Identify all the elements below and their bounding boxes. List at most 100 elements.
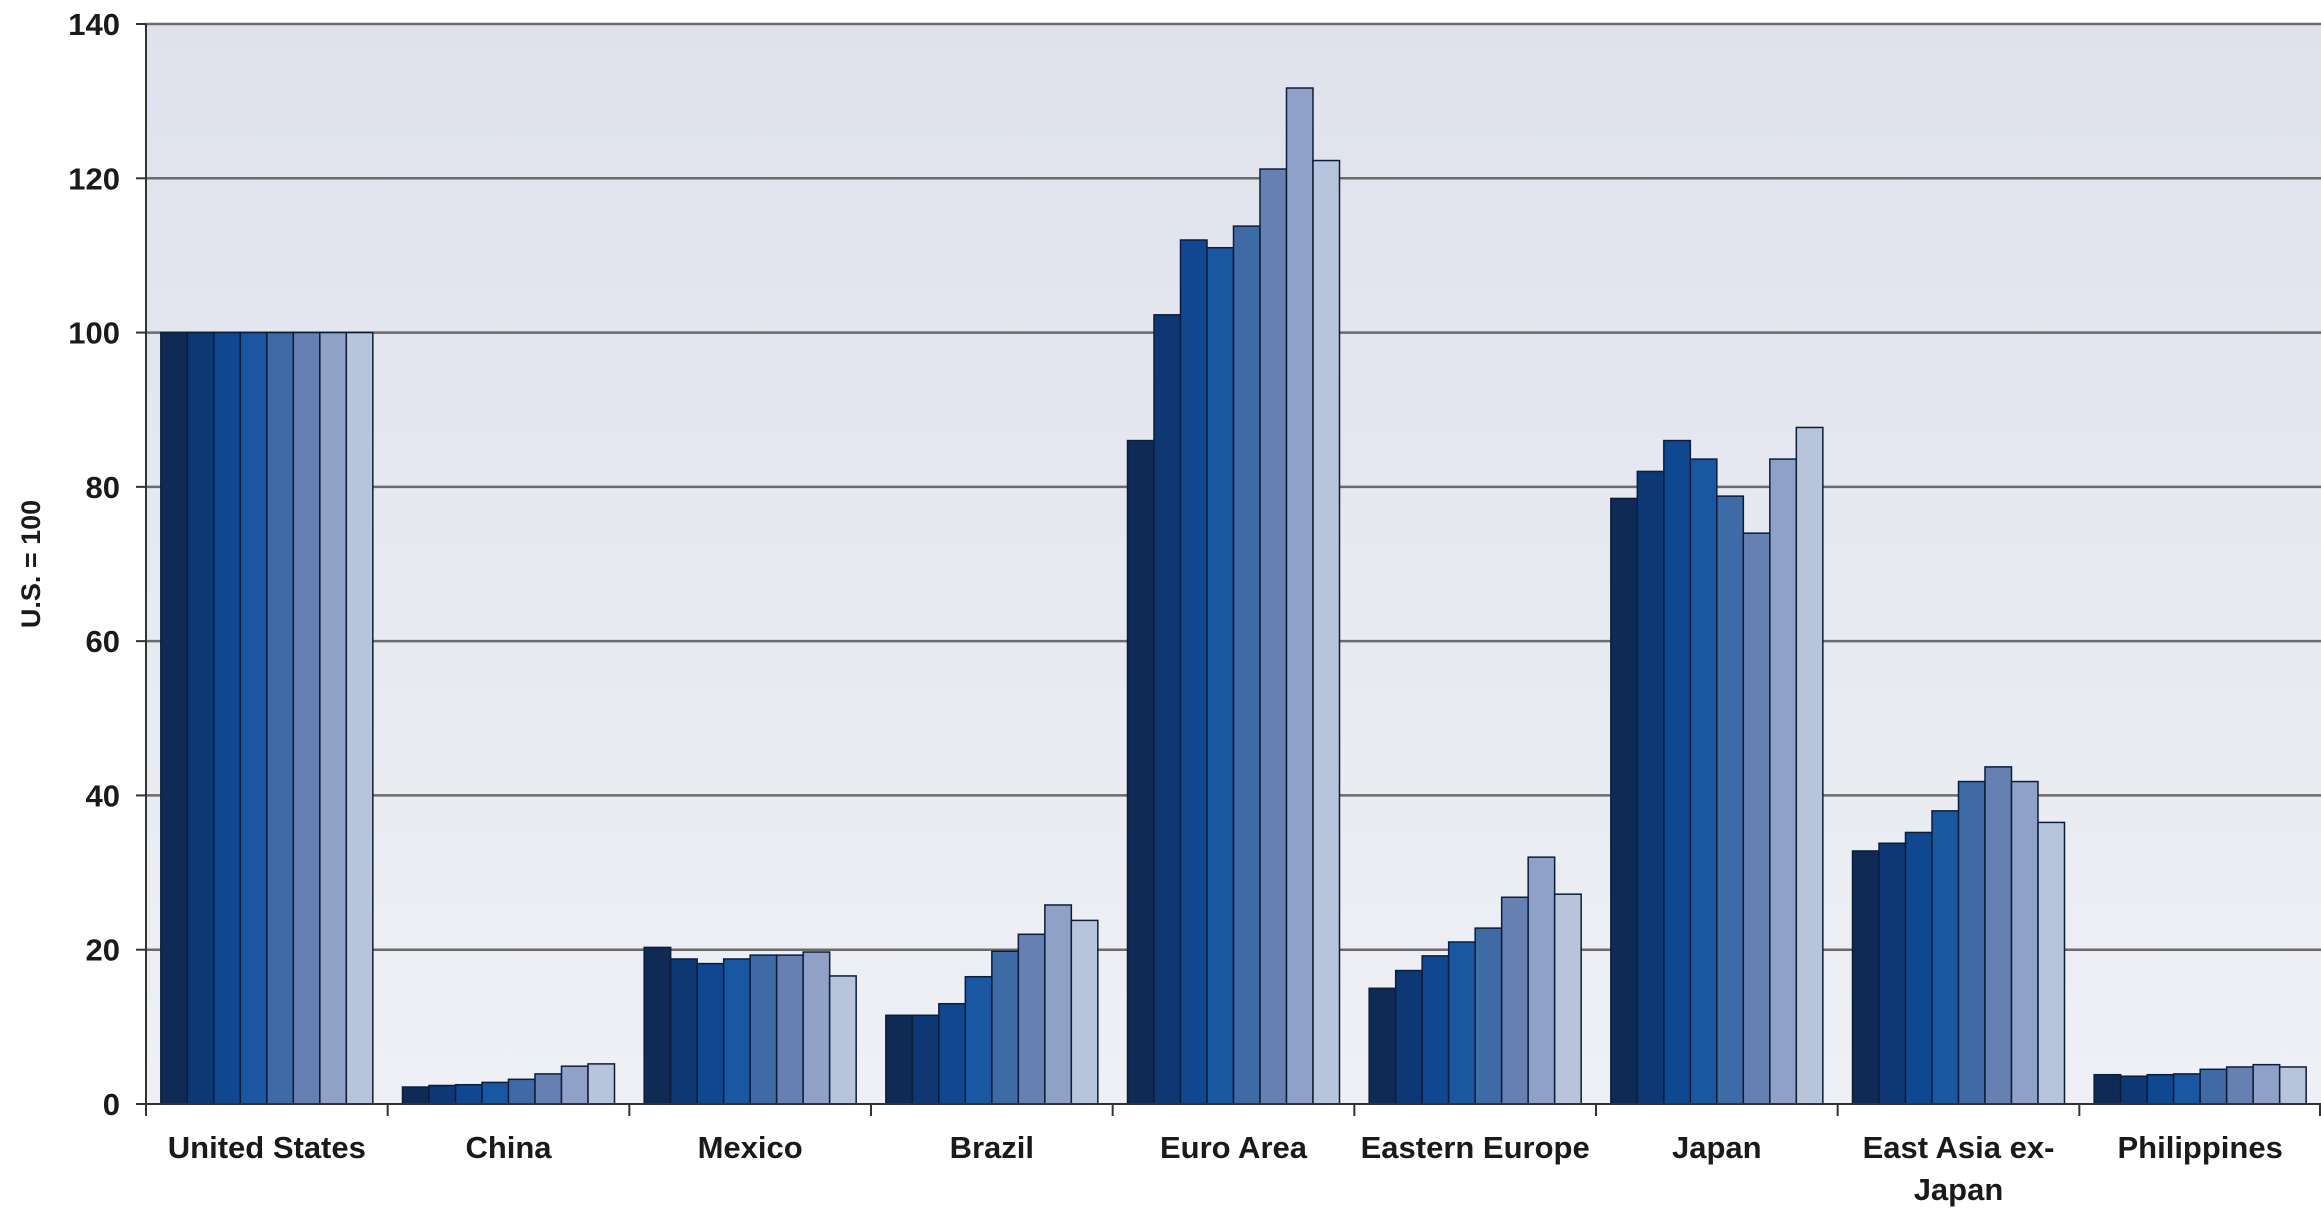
bar: [319, 331, 348, 1105]
y-tick-label: 20: [86, 933, 120, 968]
bar: [911, 1014, 940, 1105]
x-tick-label: Mexico: [698, 1130, 803, 1165]
bar: [1527, 856, 1556, 1105]
bar: [401, 1086, 430, 1105]
x-tick-label: Eastern Europe: [1361, 1130, 1590, 1165]
bar: [2037, 821, 2066, 1105]
bar: [481, 1081, 510, 1105]
x-tick-label: Philippines: [2117, 1130, 2282, 1165]
bar: [1553, 893, 1582, 1105]
x-tick-label-line: Japan: [1914, 1172, 2004, 1207]
bar: [2172, 1073, 2201, 1105]
bar: [1610, 497, 1639, 1105]
bar: [2093, 1073, 2122, 1105]
bar: [1394, 969, 1423, 1105]
bar: [775, 954, 804, 1105]
bar: [2225, 1066, 2254, 1105]
bar: [1206, 246, 1235, 1105]
y-tick-label: 120: [68, 161, 120, 196]
bar: [1636, 470, 1665, 1105]
x-tick-label: Euro Area: [1160, 1130, 1308, 1165]
bar: [345, 331, 374, 1105]
bar: [964, 975, 993, 1105]
y-tick-label: 100: [68, 316, 120, 351]
bar: [722, 958, 751, 1105]
bar: [560, 1065, 589, 1105]
bar: [1878, 842, 1907, 1105]
bar: [507, 1078, 536, 1105]
x-tick-label-line: East Asia ex-: [1863, 1130, 2055, 1165]
bar: [186, 331, 215, 1105]
bar: [239, 331, 268, 1105]
y-tick-label: 140: [68, 7, 120, 42]
x-tick-label: United States: [168, 1130, 366, 1165]
bar: [266, 331, 295, 1105]
bar: [1500, 896, 1529, 1105]
bar: [1017, 933, 1046, 1105]
bar: [1232, 225, 1261, 1105]
y-tick-label: 0: [103, 1087, 120, 1122]
bar: [1931, 810, 1960, 1105]
bar: [643, 946, 672, 1105]
bar: [1126, 439, 1155, 1105]
bar: [1795, 426, 1824, 1105]
bar: [1957, 780, 1986, 1105]
bar: [749, 954, 778, 1105]
bar: [1179, 239, 1208, 1105]
bar: [428, 1084, 457, 1105]
bar: [696, 962, 725, 1105]
y-axis-title: U.S. = 100: [16, 500, 46, 628]
bar: [1984, 766, 2013, 1105]
bar: [1153, 314, 1182, 1105]
bar: [2119, 1075, 2148, 1105]
bar: [938, 1002, 967, 1105]
x-tick-label-line: Mexico: [698, 1130, 803, 1165]
bar: [1368, 987, 1397, 1105]
bar: [1716, 495, 1745, 1105]
bar: [2199, 1068, 2228, 1105]
bar: [1421, 955, 1450, 1105]
bar: [2278, 1066, 2307, 1105]
bar: [2252, 1063, 2281, 1105]
bar: [292, 331, 321, 1105]
bar: [1259, 168, 1288, 1105]
bar: [1769, 458, 1798, 1105]
bar: [1474, 927, 1503, 1105]
bar: [802, 951, 831, 1105]
x-tick-label-line: Japan: [1672, 1130, 1762, 1165]
x-tick-label-line: Euro Area: [1160, 1130, 1308, 1165]
y-tick-label: 60: [86, 624, 120, 659]
bar: [1904, 831, 1933, 1105]
bar: [1312, 159, 1341, 1105]
x-tick-label-line: Philippines: [2117, 1130, 2282, 1165]
bar: [1447, 941, 1476, 1105]
bar: [454, 1083, 483, 1105]
bar: [1742, 532, 1771, 1105]
bar: [669, 958, 698, 1105]
x-tick-label-line: United States: [168, 1130, 366, 1165]
bar: [885, 1014, 914, 1105]
bar: [587, 1063, 616, 1105]
bar: [160, 331, 189, 1105]
y-tick-label: 80: [86, 470, 120, 505]
bar: [213, 331, 242, 1105]
x-tick-label: Brazil: [950, 1130, 1034, 1165]
bar: [991, 950, 1020, 1105]
bar: [828, 975, 857, 1105]
bar: [1851, 850, 1880, 1105]
bar: [1285, 87, 1314, 1105]
bar: [1070, 919, 1099, 1105]
y-tick-label: 40: [86, 778, 120, 813]
x-tick-label: Japan: [1672, 1130, 1762, 1165]
x-tick-label-line: Eastern Europe: [1361, 1130, 1590, 1165]
bar: [534, 1073, 563, 1105]
bar: [2146, 1073, 2175, 1105]
x-tick-label-line: Brazil: [950, 1130, 1034, 1165]
bar: [1689, 458, 1718, 1105]
bar: [2010, 780, 2039, 1105]
bar: [1663, 439, 1692, 1105]
bar: [1044, 904, 1073, 1105]
x-tick-label-line: China: [465, 1130, 552, 1165]
